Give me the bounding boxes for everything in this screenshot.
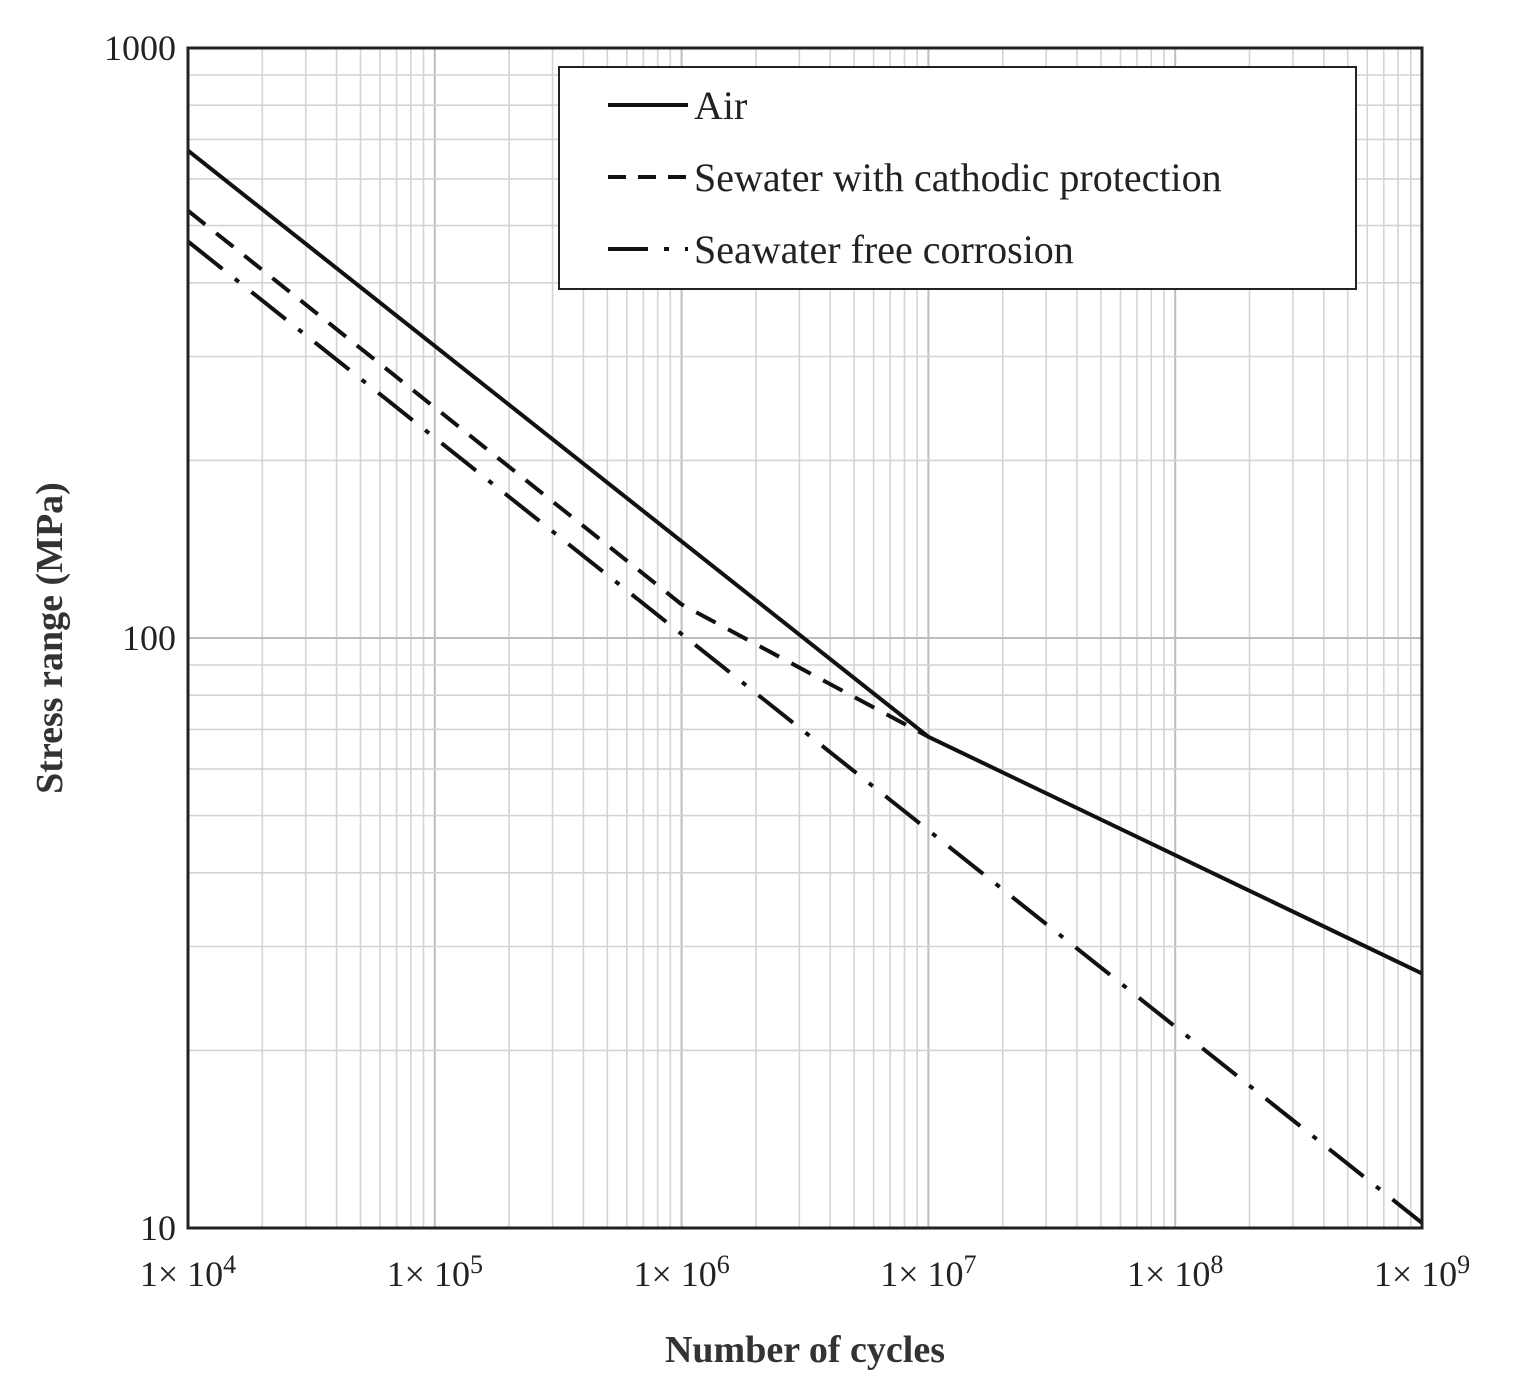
legend-label-2: Sewater with cathodic protection (694, 155, 1222, 200)
x-tick-label: 1× 108 (1127, 1250, 1223, 1294)
plot-frame (186, 46, 1424, 1230)
series-line-2 (186, 209, 930, 739)
series-line-3 (186, 239, 1424, 1225)
y-axis-title: Stress range (MPa) (29, 482, 71, 794)
x-tick-label: 1× 107 (880, 1250, 976, 1294)
x-tick-label: 1× 104 (140, 1250, 236, 1294)
grid (188, 48, 1422, 1228)
x-tick-labels: 1× 104 1× 105 1× 106 1× 107 1× 108 1× 109 (140, 1250, 1470, 1294)
legend-box (558, 66, 1357, 290)
legend-label-1: Air (694, 83, 747, 128)
x-tick-label: 1× 105 (387, 1250, 483, 1294)
x-tick-label: 1× 106 (633, 1250, 729, 1294)
y-tick-label: 1000 (104, 28, 176, 68)
series-layer (186, 149, 1424, 1225)
legend-label-3: Seawater free corrosion (694, 227, 1074, 272)
legend: Air Sewater with cathodic protection Seawa… (558, 66, 1357, 290)
y-tick-label: 10 (140, 1208, 176, 1248)
x-tick-label: 1× 109 (1374, 1250, 1470, 1294)
y-tick-label: 100 (122, 618, 176, 658)
y-tick-labels: 10 100 1000 (104, 28, 176, 1248)
x-axis-title: Number of cycles (665, 1329, 945, 1371)
